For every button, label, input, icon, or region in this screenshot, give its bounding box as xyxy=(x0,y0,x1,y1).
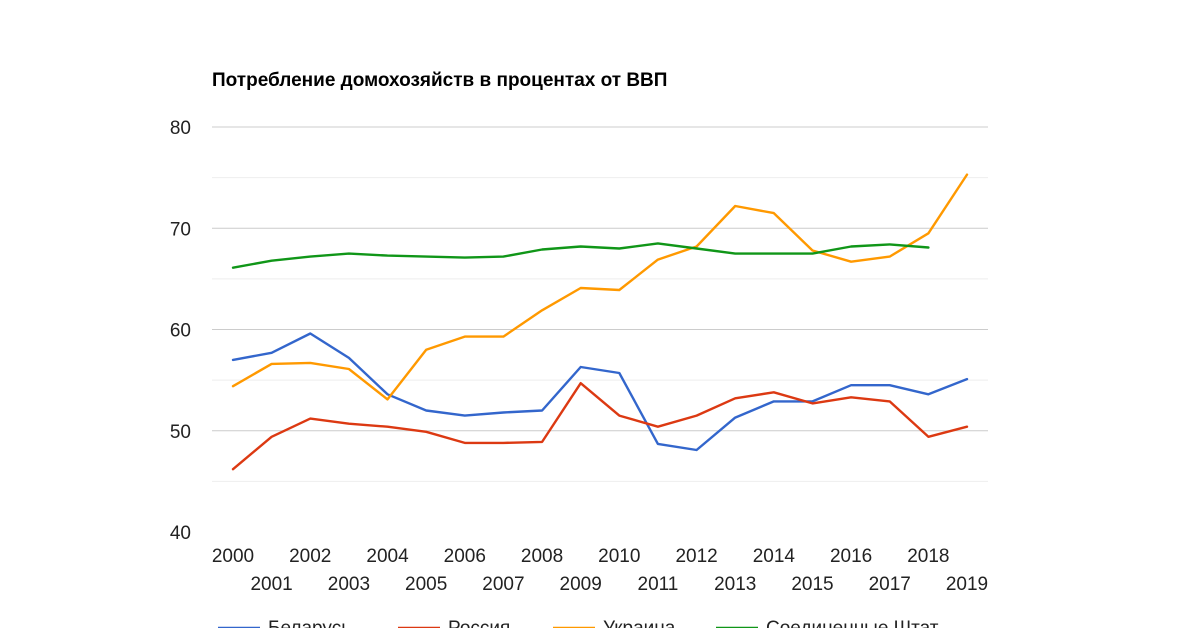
series-group xyxy=(231,173,969,471)
series-line-1 xyxy=(231,332,969,452)
x-tick-label: 2002 xyxy=(289,546,331,567)
grid xyxy=(212,126,988,482)
x-tick-label: 2015 xyxy=(791,574,833,595)
series-line-3 xyxy=(231,173,969,401)
y-tick-label: 50 xyxy=(170,422,191,443)
series-line-2 xyxy=(231,382,969,471)
x-tick-label: 2018 xyxy=(907,546,949,567)
x-axis: 2000 2001 2002 2003 2004 2005 2006 2007 2008 2009… xyxy=(212,546,988,595)
x-tick-label: 2003 xyxy=(328,574,370,595)
series-line-4 xyxy=(231,242,930,269)
legend: Беларусь Россия Украина Соединенные Штат xyxy=(218,618,939,628)
y-tick-label: 40 xyxy=(170,523,191,544)
chart-title: Потребление домохозяйств в процентах от … xyxy=(212,70,667,91)
x-tick-label: 2000 xyxy=(212,546,254,567)
y-tick-label: 80 xyxy=(170,118,191,139)
x-tick-label: 2012 xyxy=(675,546,717,567)
legend-label: Россия xyxy=(448,618,510,628)
x-tick-label: 2010 xyxy=(598,546,640,567)
x-tick-label: 2001 xyxy=(250,574,292,595)
x-tick-label: 2017 xyxy=(869,574,911,595)
x-tick-label: 2019 xyxy=(946,574,988,595)
x-tick-label: 2013 xyxy=(714,574,756,595)
x-tick-label: 2016 xyxy=(830,546,872,567)
y-tick-label: 60 xyxy=(170,321,191,342)
y-axis: 40 50 60 70 80 xyxy=(170,118,191,544)
legend-label: Беларусь xyxy=(268,618,351,628)
legend-label: Украина xyxy=(603,618,676,628)
x-tick-label: 2014 xyxy=(753,546,796,567)
x-tick-label: 2009 xyxy=(560,574,602,595)
x-tick-label: 2007 xyxy=(482,574,524,595)
x-tick-label: 2011 xyxy=(638,574,679,595)
legend-label: Соединенные Штат xyxy=(766,618,939,628)
y-tick-label: 70 xyxy=(170,219,191,240)
x-tick-label: 2008 xyxy=(521,546,563,567)
x-tick-label: 2005 xyxy=(405,574,447,595)
x-tick-label: 2004 xyxy=(366,546,409,567)
x-tick-label: 2006 xyxy=(444,546,486,567)
